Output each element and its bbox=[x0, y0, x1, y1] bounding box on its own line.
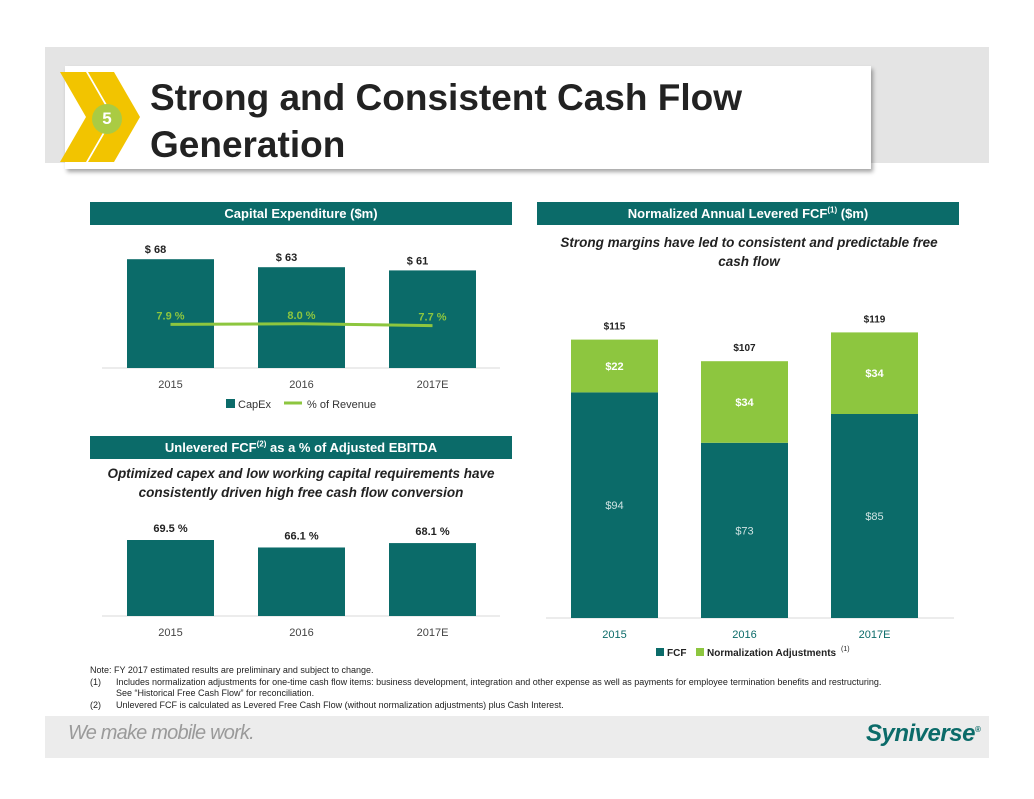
footnote-1: (1) Includes normalization adjustments fo… bbox=[90, 677, 970, 689]
footnote-number: (1) bbox=[90, 676, 101, 687]
note-line: Note: FY 2017 estimated results are prel… bbox=[90, 665, 374, 675]
capex-chart: $ 68 2015 $ 63 2016 $ 61 2017E 7.9 % 8.0 % 7.7 %… bbox=[102, 244, 500, 411]
unlevered-header-sup: (2) bbox=[256, 439, 267, 449]
legend-label-capex: CapEx bbox=[238, 399, 272, 411]
fcf-bar bbox=[831, 414, 918, 618]
x-tick-label: 2017E bbox=[417, 379, 449, 391]
revenue-pct-label: 8.0 % bbox=[287, 310, 315, 322]
footnote-number: (2) bbox=[90, 699, 101, 710]
legend-swatch-fcf bbox=[656, 648, 664, 656]
footnotes: Note: FY 2017 estimated results are prel… bbox=[90, 665, 970, 711]
page-title: Strong and Consistent Cash Flow Generati… bbox=[150, 77, 743, 165]
total-value-label: $107 bbox=[733, 343, 756, 354]
normalization-bar bbox=[831, 332, 918, 414]
normalization-bar bbox=[571, 339, 658, 393]
footnote-text: Includes normalization adjustments for o… bbox=[116, 676, 882, 687]
fcf-value-label: $85 bbox=[865, 511, 883, 523]
logo-text: Syniverse bbox=[866, 720, 975, 747]
footer-band bbox=[45, 716, 989, 758]
unlevered-header-main: Unlevered FCF bbox=[164, 440, 257, 455]
legend-swatch-capex bbox=[226, 399, 235, 408]
legend-label-revenue: % of Revenue bbox=[307, 399, 376, 411]
normalization-value-label: $22 bbox=[605, 361, 623, 373]
revenue-pct-line bbox=[170, 322, 433, 328]
unlevered-subtitle: Optimized capex and low working capital … bbox=[107, 466, 495, 500]
unlevered-value-label: 66.1 % bbox=[284, 530, 318, 542]
fcf-chart: $94 $22 $115 2015 $73 $34 $107 2016 $85 $34 $119 20… bbox=[546, 314, 954, 659]
unlevered-bar bbox=[258, 547, 345, 616]
fcf-bar bbox=[571, 392, 658, 618]
capex-bar bbox=[258, 267, 345, 368]
fcf-header-sup: (1) bbox=[827, 205, 838, 215]
normalization-value-label: $34 bbox=[865, 368, 884, 380]
legend-swatch-normalization bbox=[696, 648, 704, 656]
x-tick-label: 2017E bbox=[417, 627, 449, 639]
footnote-2: (2) Unlevered FCF is calculated as Levere… bbox=[90, 700, 970, 712]
fcf-value-label: $73 bbox=[735, 525, 753, 537]
capex-bar bbox=[389, 270, 476, 368]
fcf-bar bbox=[701, 442, 788, 618]
legend-label-sup: (1) bbox=[841, 646, 850, 653]
fcf-header-main: Normalized Annual Levered FCF bbox=[627, 206, 828, 221]
fcf-value-label: $94 bbox=[605, 500, 623, 512]
company-logo: Syniverse® bbox=[866, 720, 981, 748]
total-value-label: $119 bbox=[864, 314, 886, 325]
legend-label-fcf: FCF bbox=[667, 648, 686, 659]
capex-bar bbox=[127, 259, 214, 368]
unlevered-header-tail: as a % of Adjusted EBITDA bbox=[266, 440, 438, 455]
tagline: We make mobile work. bbox=[68, 722, 255, 744]
unlevered-fcf-header: Unlevered FCF(2) as a % of Adjusted EBIT… bbox=[90, 436, 512, 459]
unlevered-chart: 69.5 % 2015 66.1 % 2016 68.1 % 2017E bbox=[102, 523, 500, 639]
x-tick-label: 2017E bbox=[859, 629, 891, 641]
unlevered-value-label: 69.5 % bbox=[153, 523, 187, 535]
title-box bbox=[65, 66, 871, 169]
total-value-label: $115 bbox=[604, 322, 626, 333]
unlevered-value-label: 68.1 % bbox=[415, 526, 449, 538]
unlevered-bar bbox=[389, 543, 476, 616]
legend-label-normalization: Normalization Adjustments bbox=[707, 648, 837, 659]
footnote-number bbox=[90, 688, 116, 700]
fcf-header: Normalized Annual Levered FCF(1) ($m) bbox=[537, 202, 959, 225]
x-tick-label: 2015 bbox=[158, 627, 182, 639]
x-tick-label: 2016 bbox=[289, 379, 313, 391]
revenue-pct-label: 7.7 % bbox=[418, 312, 446, 324]
x-tick-label: 2016 bbox=[732, 629, 756, 641]
x-tick-label: 2015 bbox=[158, 379, 182, 391]
fcf-subtitle: Strong margins have led to consistent an… bbox=[560, 235, 938, 269]
footnote-text: See “Historical Free Cash Flow” for reco… bbox=[116, 688, 315, 698]
normalization-value-label: $34 bbox=[735, 397, 754, 409]
x-tick-label: 2016 bbox=[289, 627, 313, 639]
revenue-pct-label: 7.9 % bbox=[156, 310, 184, 322]
unlevered-bar bbox=[127, 540, 214, 616]
capex-header: Capital Expenditure ($m) bbox=[90, 202, 512, 225]
footnote-text: Unlevered FCF is calculated as Levered F… bbox=[116, 699, 564, 710]
capex-value-label: $ 63 bbox=[276, 252, 297, 264]
logo-mark: ® bbox=[974, 725, 981, 734]
capex-value-label: $ 61 bbox=[407, 255, 428, 267]
section-number-badge: 5 bbox=[92, 104, 122, 134]
x-tick-label: 2015 bbox=[602, 629, 626, 641]
footnote-1-cont: See “Historical Free Cash Flow” for reco… bbox=[90, 688, 970, 700]
capex-value-label: $ 68 bbox=[145, 244, 166, 256]
normalization-bar bbox=[701, 361, 788, 443]
fcf-header-tail: ($m) bbox=[837, 206, 869, 221]
